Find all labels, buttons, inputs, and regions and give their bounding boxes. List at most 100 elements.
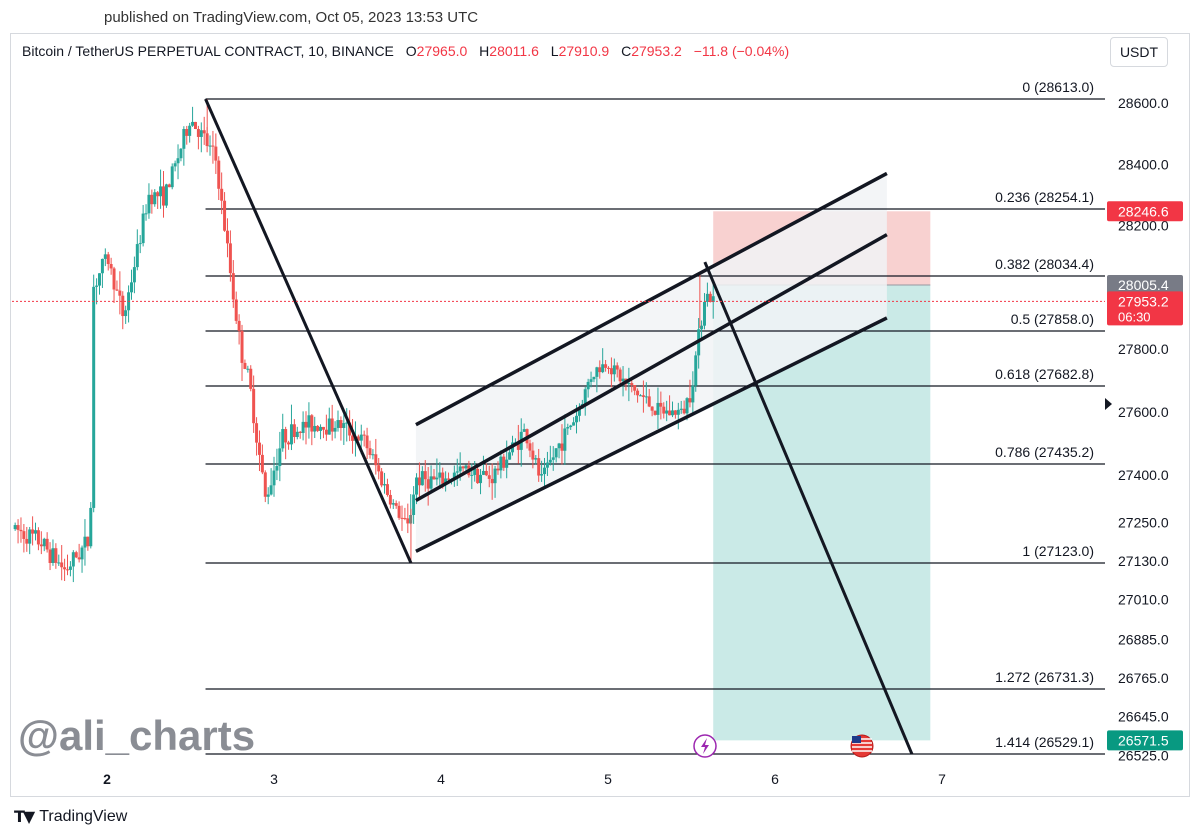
candle-body	[71, 552, 75, 567]
candle-body	[31, 529, 35, 534]
currency-selector-button[interactable]: USDT	[1110, 37, 1168, 67]
candle-body	[22, 531, 26, 539]
candle-body	[455, 471, 459, 473]
y-tick-label: 28400.0	[1118, 156, 1169, 172]
candle-body	[214, 146, 218, 161]
candle-body	[237, 320, 241, 331]
candle-body	[74, 552, 78, 558]
candle-body	[676, 409, 680, 415]
candle-body	[228, 243, 232, 274]
candle-body	[481, 470, 485, 475]
candle-body	[255, 423, 259, 443]
y-tick-label: 26645.0	[1118, 709, 1169, 725]
candle-body	[63, 567, 67, 570]
candle-body	[316, 425, 320, 431]
candle-body	[138, 243, 142, 245]
candle-body	[301, 421, 305, 433]
candle-body	[164, 184, 168, 206]
candle-body	[380, 471, 384, 486]
candle-body	[426, 479, 430, 489]
tradingview-logo-icon: T▼	[14, 807, 35, 826]
candle-body	[444, 478, 448, 484]
candle-body	[621, 378, 625, 382]
candle-body	[196, 128, 200, 137]
candle-body	[345, 422, 349, 424]
candle-body	[220, 188, 224, 201]
candle-body	[351, 435, 355, 441]
y-tick-label: 27800.0	[1118, 341, 1169, 357]
candle-body	[708, 293, 712, 303]
candle-body	[292, 424, 296, 438]
candle-body	[269, 485, 273, 495]
candle-body	[272, 470, 276, 486]
candle-body	[66, 569, 70, 571]
candle-body	[575, 415, 579, 423]
candle-body	[89, 507, 93, 547]
footer-brand[interactable]: T▼ TradingView	[14, 807, 127, 826]
candle-body	[702, 301, 706, 326]
y-tick-label: 26525.0	[1118, 747, 1169, 763]
candle-body	[711, 296, 715, 303]
fib-level-label: 0 (28613.0)	[1022, 79, 1094, 95]
candle-body	[417, 477, 421, 486]
legend-high-label: H	[479, 43, 490, 59]
symbol-legend: Bitcoin / TetherUS PERPETUAL CONTRACT, 1…	[22, 43, 789, 59]
price-tag-stop	[1107, 201, 1183, 222]
candle-body	[420, 471, 424, 486]
price-tag-text: 28246.6	[1118, 203, 1169, 219]
candle-body	[496, 468, 500, 471]
candle-body	[627, 383, 631, 385]
y-tick-label: 26885.0	[1118, 632, 1169, 648]
candle-body	[371, 454, 375, 456]
candle-body	[144, 213, 148, 215]
candle-body	[447, 478, 451, 480]
candle-body	[112, 268, 116, 290]
candle-body	[135, 244, 139, 268]
candle-body	[304, 421, 308, 428]
candle-body	[95, 285, 99, 287]
candle-body	[100, 258, 104, 274]
candle-body	[490, 478, 494, 484]
candle-body	[324, 429, 328, 435]
legend-low-label: L	[550, 43, 559, 59]
candle-body	[604, 364, 608, 368]
candle-body	[156, 192, 160, 197]
price-tag-countdown: 06:30	[1118, 309, 1151, 324]
candle-body	[365, 435, 369, 449]
candle-body	[592, 376, 596, 380]
candle-body	[191, 121, 195, 126]
candle-body	[685, 398, 689, 414]
fib-level-label: 0.382 (28034.4)	[995, 256, 1094, 272]
candle-body	[659, 402, 663, 407]
candle-body	[19, 529, 23, 532]
legend-change: −11.8 (−0.04%)	[693, 43, 790, 59]
candle-body	[688, 398, 692, 403]
candle-body	[51, 548, 55, 563]
candle-body	[499, 456, 503, 471]
candle-body	[598, 367, 602, 373]
candle-body	[246, 368, 250, 370]
candle-body	[307, 415, 311, 428]
candle-body	[284, 429, 288, 443]
candle-body	[202, 130, 206, 134]
candle-body	[298, 431, 302, 433]
candle-body	[537, 458, 541, 476]
fib-level-label: 1 (27123.0)	[1022, 543, 1094, 559]
candle-body	[45, 538, 49, 550]
candle-body	[569, 425, 573, 428]
candle-body	[423, 471, 427, 480]
price-tag-text: 26571.5	[1118, 732, 1169, 748]
candle-body	[223, 200, 227, 231]
candle-body	[80, 547, 84, 560]
candle-body	[54, 548, 58, 563]
candle-body	[86, 536, 90, 547]
legend-high: 28011.6	[489, 43, 539, 59]
candle-body	[129, 282, 133, 293]
candle-body	[691, 385, 695, 403]
candle-body	[240, 330, 244, 363]
candle-body	[319, 426, 323, 431]
candle-body	[441, 472, 445, 484]
candle-body	[16, 525, 20, 530]
candle-body	[452, 472, 456, 480]
